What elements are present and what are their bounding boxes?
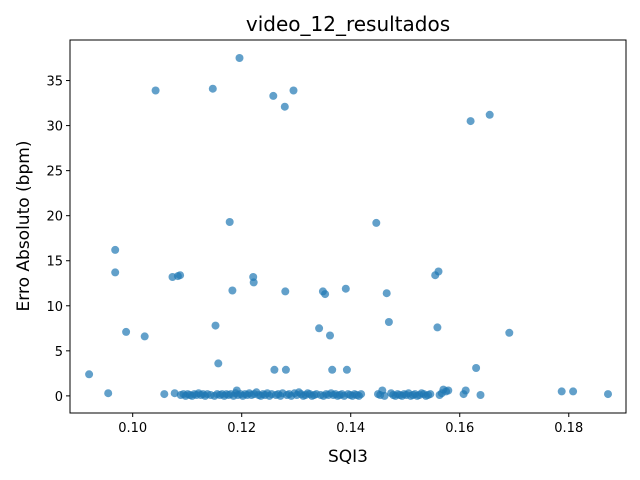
data-point (569, 387, 578, 396)
data-point (280, 102, 289, 111)
data-point (140, 332, 149, 341)
data-point (122, 327, 131, 336)
data-point (357, 390, 366, 399)
data-point (426, 390, 435, 399)
y-tick-label: 5 (55, 345, 63, 360)
x-tick-label: 0.18 (554, 421, 583, 436)
data-point (104, 389, 113, 398)
x-tick-label: 0.12 (227, 421, 256, 436)
data-point (342, 365, 351, 374)
data-point (485, 110, 494, 119)
data-point (433, 323, 442, 332)
data-point (472, 364, 481, 372)
x-tick-label: 0.14 (336, 421, 365, 436)
y-axis-label: Erro Absoluto (bpm) (14, 141, 34, 312)
y-tick-label: 15 (46, 255, 63, 270)
y-tick-label: 20 (46, 210, 63, 225)
data-point (604, 390, 612, 399)
data-point (341, 284, 350, 293)
data-point (270, 365, 279, 374)
data-point (111, 245, 120, 254)
y-axis: 0 5 10 15 20 25 30 35 (46, 75, 70, 405)
data-point (228, 286, 237, 295)
chart-title: video_12_resultados (246, 12, 450, 36)
data-point (461, 386, 470, 395)
x-tick-label: 0.10 (118, 421, 147, 436)
data-point (434, 267, 443, 276)
x-axis-label: SQI3 (328, 447, 368, 467)
data-point (328, 365, 337, 374)
data-point (289, 86, 298, 95)
data-point (170, 389, 179, 398)
data-point (476, 391, 485, 399)
data-point (85, 370, 94, 379)
y-tick-label: 10 (46, 300, 63, 315)
data-point (444, 386, 453, 395)
data-point (372, 218, 381, 227)
data-point (160, 390, 169, 399)
data-point (249, 278, 258, 287)
data-point (382, 289, 391, 298)
data-point (315, 324, 324, 333)
data-point (111, 268, 120, 277)
data-point (214, 359, 223, 368)
data-point (326, 331, 334, 340)
data-point (269, 91, 278, 100)
data-point (281, 287, 290, 296)
data-point (505, 328, 514, 337)
data-point (208, 84, 217, 93)
data-point (380, 391, 389, 400)
points-layer (85, 54, 612, 400)
x-axis: 0.10 0.12 0.14 0.16 0.18 (118, 413, 583, 436)
data-point (321, 290, 330, 299)
data-point (176, 271, 185, 280)
y-tick-label: 35 (46, 75, 63, 90)
y-tick-label: 0 (55, 390, 63, 405)
y-tick-label: 30 (46, 120, 63, 135)
data-point (235, 54, 244, 62)
data-point (151, 86, 160, 95)
data-point (557, 387, 566, 396)
y-tick-label: 25 (46, 165, 63, 180)
data-point (225, 218, 234, 226)
x-tick-label: 0.16 (445, 421, 474, 436)
plot-frame (69, 39, 627, 414)
data-point (466, 117, 475, 126)
data-point (281, 365, 290, 374)
data-point (384, 318, 393, 326)
data-point (211, 321, 220, 330)
